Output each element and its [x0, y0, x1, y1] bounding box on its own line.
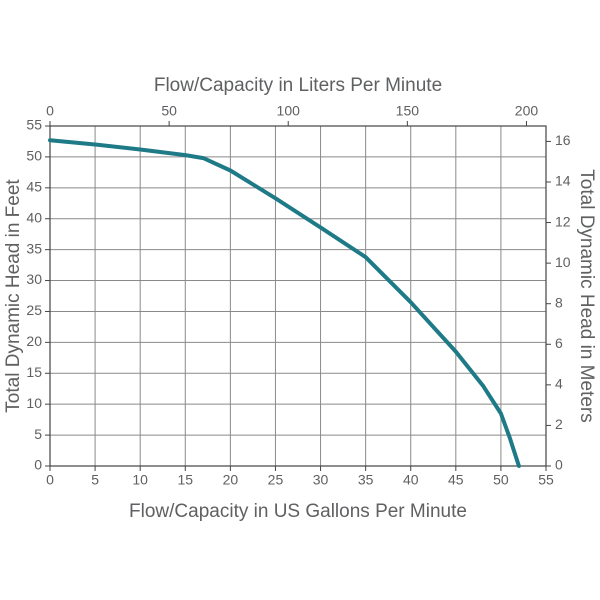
x2-axis-label: Flow/Capacity in Liters Per Minute: [154, 75, 442, 96]
y-tick-label: 15: [26, 364, 42, 380]
x-tick-label: 40: [403, 472, 419, 488]
x-axis-label: Flow/Capacity in US Gallons Per Minute: [129, 501, 467, 522]
y2-tick-label: 2: [555, 416, 563, 432]
y2-tick-label: 8: [555, 294, 563, 310]
x-tick-label: 10: [132, 472, 148, 488]
y2-tick-label: 10: [555, 254, 571, 270]
y2-tick-label: 14: [555, 173, 571, 189]
x2-tick-label: 0: [46, 103, 54, 119]
x-tick-label: 35: [358, 472, 374, 488]
y-tick-label: 50: [26, 148, 42, 164]
x-tick-label: 30: [313, 472, 329, 488]
y2-tick-label: 6: [555, 335, 563, 351]
y-tick-label: 5: [34, 426, 42, 442]
x-tick-label: 5: [91, 472, 99, 488]
y-tick-label: 20: [26, 333, 42, 349]
y-tick-label: 35: [26, 240, 42, 256]
x-tick-label: 45: [448, 472, 464, 488]
x-tick-label: 20: [223, 472, 239, 488]
y2-tick-label: 12: [555, 213, 571, 229]
y-tick-label: 0: [34, 457, 42, 473]
x2-tick-label: 100: [277, 103, 301, 119]
plot-frame: [49, 125, 547, 467]
y2-tick-label: 4: [555, 376, 563, 392]
x-tick-label: 15: [177, 472, 193, 488]
curve: [48, 138, 521, 468]
x-tick-label: 25: [268, 472, 284, 488]
x2-tick-label: 200: [515, 103, 539, 119]
x-tick-label: 55: [538, 472, 554, 488]
x2-tick-label: 50: [161, 103, 177, 119]
y-tick-label: 55: [26, 117, 42, 133]
y-tick-label: 45: [26, 179, 42, 195]
x-tick-label: 0: [46, 472, 54, 488]
y-axis-label: Total Dynamic Head in Feet: [3, 179, 24, 413]
y-tick-label: 25: [26, 302, 42, 318]
x-tick-label: 50: [493, 472, 509, 488]
y2-axis-label: Total Dynamic Head in Meters: [576, 169, 597, 422]
y2-tick-label: 16: [555, 132, 571, 148]
y-tick-label: 40: [26, 209, 42, 225]
y2-tick-label: 0: [555, 457, 563, 473]
y-tick-label: 10: [26, 395, 42, 411]
y-tick-label: 30: [26, 271, 42, 287]
x2-tick-label: 150: [396, 103, 420, 119]
